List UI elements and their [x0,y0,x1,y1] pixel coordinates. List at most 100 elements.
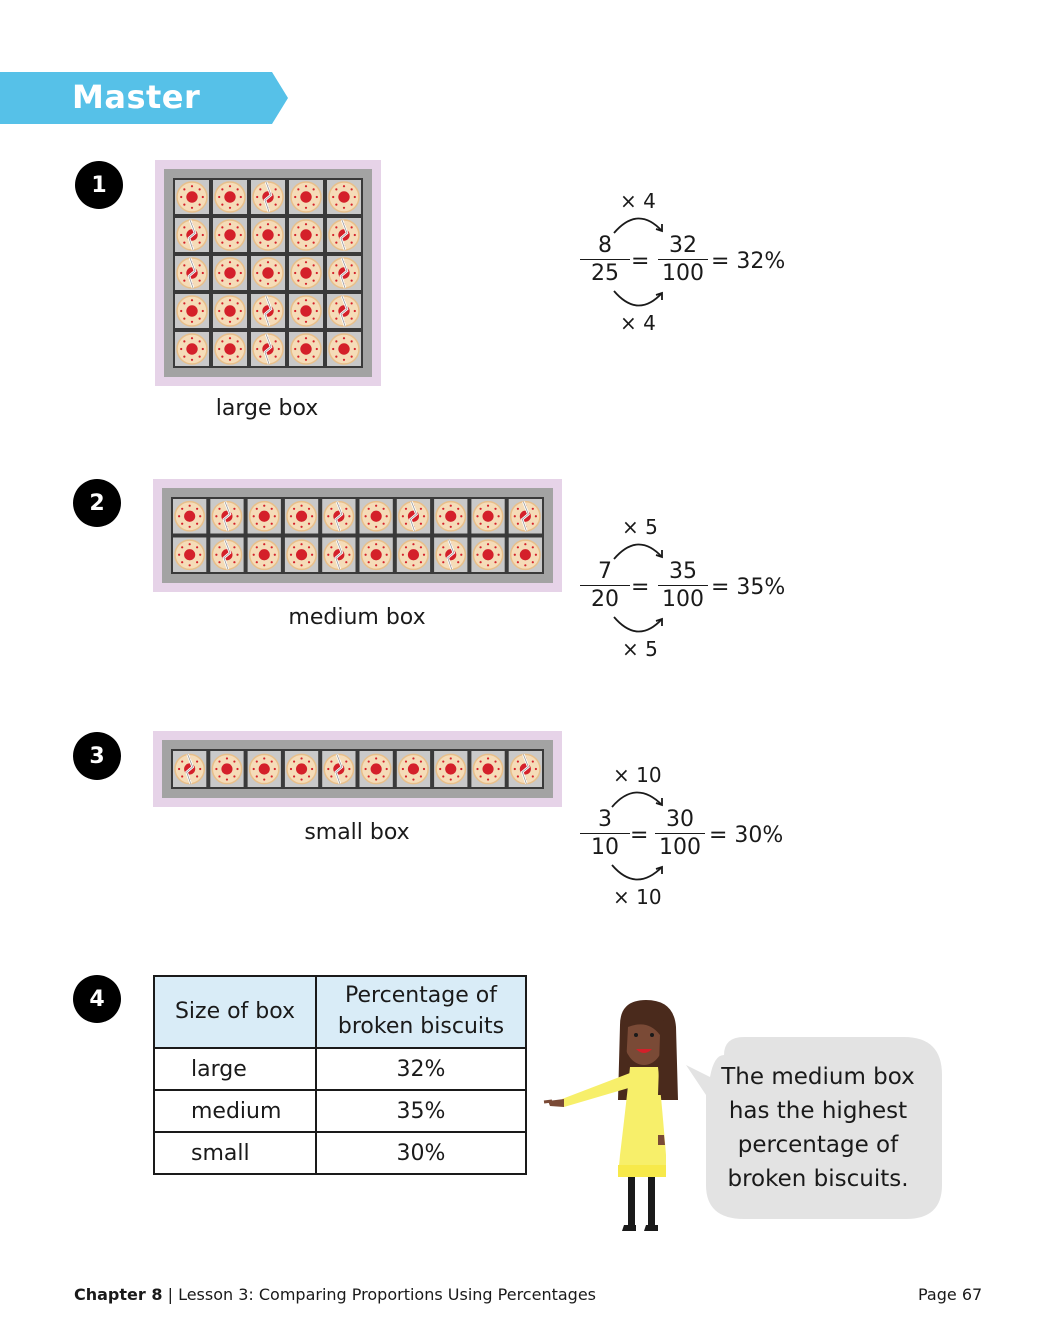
biscuit [174,539,206,571]
denominator: 20 [591,587,619,612]
biscuit [176,181,208,213]
biscuit [214,295,246,327]
multiplier-arrows [611,791,663,881]
page-number: Page 67 [918,1285,983,1304]
denominator: 25 [591,261,619,286]
table-header-size: Size of box [153,975,317,1049]
table-cell-percentage: 32% [315,1047,527,1091]
box-caption-small: small box [304,820,410,845]
biscuit [176,333,208,365]
biscuit [398,753,429,785]
fraction-equation-3: × 10 3 10 = 30 100 = 30% × 10 [580,761,800,911]
multiplier-arrows [613,543,663,633]
biscuit [174,500,206,532]
question-number-2: 2 [73,479,121,527]
percentage-table: Size of box Percentage of broken biscuit… [153,975,527,1175]
broken-biscuit [176,257,208,289]
large-biscuit-box [155,160,381,386]
table-cell-percentage: 35% [315,1089,527,1133]
biscuit [286,753,317,785]
broken-biscuit [252,181,284,213]
table-row: small 30% [153,1131,527,1175]
broken-biscuit [509,753,541,785]
denominator: 100 [659,835,701,860]
denominator: 10 [591,835,619,860]
biscuit [286,500,317,532]
biscuit [214,333,246,365]
biscuit [211,753,243,785]
percentage-result: = 32% [711,249,786,274]
broken-biscuit [435,539,467,571]
broken-biscuit [398,500,429,532]
biscuit [472,500,504,532]
broken-biscuit [323,753,355,785]
equals-sign: = [631,575,650,600]
biscuit [252,219,284,251]
biscuit [252,257,284,289]
box-caption-large: large box [215,396,319,421]
table-row: large 32% [153,1047,527,1091]
box-caption-medium: medium box [288,605,426,630]
biscuit [435,500,467,532]
multiplier-bottom: × 4 [620,311,656,335]
broken-biscuit [211,539,243,571]
broken-biscuit [176,219,208,251]
girl-character-illustration [543,1000,678,1231]
multiplier-top: × 5 [622,515,658,539]
numerator: 3 [580,807,630,834]
numerator: 35 [658,559,708,586]
fraction-left: 8 25 [580,233,630,286]
biscuit [290,257,322,289]
biscuit [472,539,504,571]
broken-biscuit [252,295,284,327]
numerator: 30 [655,807,705,834]
question-number-3: 3 [73,732,121,780]
broken-biscuit [328,257,360,289]
question-number-4: 4 [73,975,121,1023]
header-text: Percentage of broken biscuits [337,983,505,1039]
table-cell-size: large [153,1047,317,1091]
table-cell-size: medium [153,1089,317,1133]
biscuit [290,219,322,251]
speech-bubble-text: The medium box has the highest percentag… [721,1064,915,1192]
biscuit [435,753,467,785]
biscuit [328,333,360,365]
biscuit [360,500,392,532]
biscuit [214,219,246,251]
footer-chapter: Chapter 8 | Lesson 3: Comparing Proporti… [74,1285,596,1304]
biscuit [328,181,360,213]
biscuit [290,295,322,327]
medium-biscuit-box [153,479,562,592]
table-row: medium 35% [153,1089,527,1133]
biscuit [290,333,322,365]
equals-sign: = [630,823,649,848]
numerator: 8 [580,233,630,260]
footer-separator: | [167,1285,173,1304]
fraction-equation-1: × 4 8 25 = 32 100 = 32% × 4 [580,187,800,337]
biscuit [214,257,246,289]
broken-biscuit [323,539,355,571]
percentage-result: = 35% [711,575,786,600]
multiplier-top: × 4 [620,189,656,213]
broken-biscuit [174,753,206,785]
fraction-right: 30 100 [655,807,705,860]
fraction-left: 3 10 [580,807,630,860]
biscuit [472,753,504,785]
biscuit [176,295,208,327]
fraction-right: 32 100 [658,233,708,286]
fraction-right: 35 100 [658,559,708,612]
broken-biscuit [252,333,284,365]
multiplier-bottom: × 10 [613,885,662,909]
biscuit [248,539,280,571]
small-biscuit-box [153,731,562,807]
biscuit [214,181,246,213]
biscuit [248,753,280,785]
table-cell-percentage: 30% [315,1131,527,1175]
biscuit [398,539,429,571]
question-number-1: 1 [75,161,123,209]
table-cell-size: small [153,1131,317,1175]
broken-biscuit [211,500,243,532]
biscuit [509,539,541,571]
broken-biscuit [509,500,541,532]
section-banner [0,72,288,124]
